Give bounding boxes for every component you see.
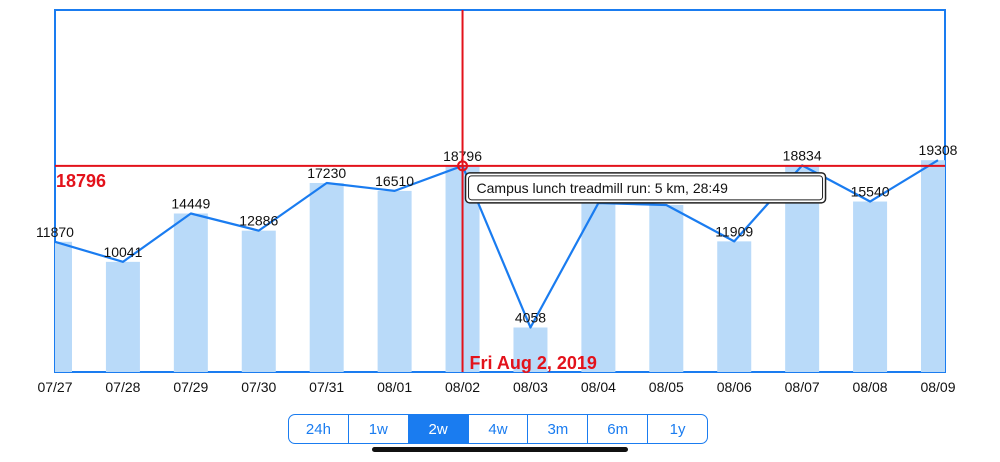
crosshair-date-label: Fri Aug 2, 2019 [470,353,597,373]
range-option-3m[interactable]: 3m [527,415,587,443]
data-label: 11909 [715,223,753,239]
x-tick-label: 07/27 [37,379,72,395]
tooltip-text: Campus lunch treadmill run: 5 km, 28:49 [477,180,729,196]
bar-08-05 [649,204,684,372]
data-label: 18834 [783,147,822,163]
data-label: 19308 [919,142,958,158]
x-tick-label: 07/28 [105,379,140,395]
bar-08-08 [853,201,888,372]
crosshair-value-label: 18796 [56,171,106,191]
data-label: 17230 [307,165,346,181]
x-tick-label: 08/06 [717,379,752,395]
bar-08-09 [921,160,945,372]
x-tick-label: 08/07 [785,379,820,395]
bar-07-30 [241,230,276,372]
data-label: 12886 [239,213,278,229]
x-tick-label: 08/04 [581,379,616,395]
bar-07-29 [173,213,208,372]
x-tick-label: 08/08 [853,379,888,395]
x-tick-label: 08/01 [377,379,412,395]
data-label: 16510 [375,173,414,189]
range-option-1y[interactable]: 1y [647,415,707,443]
x-tick-label: 07/29 [173,379,208,395]
x-tick-label: 08/03 [513,379,548,395]
x-tick-label: 07/30 [241,379,276,395]
x-tick-label: 08/09 [920,379,955,395]
bar-08-01 [377,190,412,372]
range-option-24h[interactable]: 24h [305,420,331,438]
x-tick-label: 08/02 [445,379,480,395]
x-tick-label: 07/31 [309,379,344,395]
home-indicator [372,447,628,452]
bar-08-04 [581,203,616,372]
bar-07-31 [309,182,344,372]
bar-08-03 [513,327,548,372]
bar-07-28 [105,261,140,372]
data-label: 11870 [36,224,74,240]
data-label: 10041 [103,244,142,260]
tooltip-inner-border [468,175,824,201]
crosshair-marker [457,160,469,172]
data-label: 4058 [515,309,546,325]
bar-07-27 [55,241,72,372]
range-option-4w[interactable]: 4w [467,415,528,443]
data-label: 14449 [171,195,210,211]
range-option-1w[interactable]: 1w [347,415,408,443]
range-option-6m[interactable]: 6m [587,415,647,443]
bar-08-06 [717,241,752,372]
range-option-2w[interactable]: 2w [407,415,468,443]
data-label: 15540 [851,184,890,200]
x-tick-label: 08/05 [649,379,684,395]
tooltip-box [464,172,827,204]
time-range-selector[interactable]: 24h 1w 2w 4w 3m 6m 1y [288,414,708,444]
